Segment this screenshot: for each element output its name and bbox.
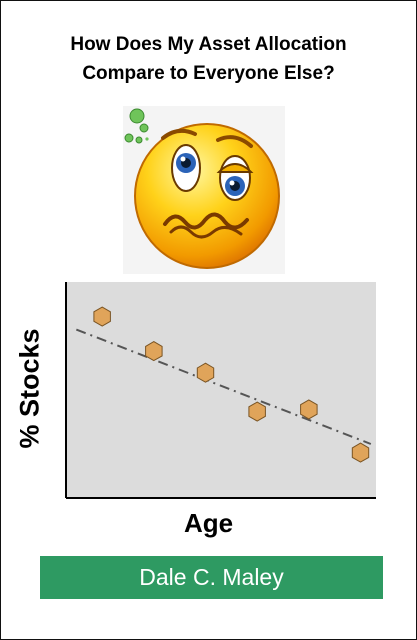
thought-bubble-large (129, 108, 145, 124)
author-banner: Dale C. Maley (40, 556, 383, 599)
data-point-3 (196, 362, 215, 383)
title-line-2: Compare to Everyone Else? (82, 63, 335, 84)
data-point-5 (300, 399, 318, 420)
worried-smiley-emoji-icon (123, 106, 285, 274)
data-point-1 (93, 306, 111, 327)
thought-bubble-mid (139, 123, 149, 133)
title-line-1: How Does My Asset Allocation (70, 34, 347, 55)
thought-bubble-tiny (145, 137, 149, 141)
trend-line (75, 328, 372, 445)
thought-bubble-mid2 (124, 133, 134, 143)
allocation-chart: % Stocks (0, 278, 417, 540)
data-point-4 (248, 401, 266, 422)
data-point-2 (145, 341, 163, 362)
x-axis-label: Age (183, 508, 234, 538)
emoji-face (134, 123, 280, 269)
cover-title: How Does My Asset Allocation Compare to … (0, 30, 417, 88)
author-name: Dale C. Maley (139, 564, 284, 590)
chart-plot (65, 282, 376, 499)
plot-area (66, 282, 376, 498)
thought-bubble-small (135, 136, 143, 144)
data-point-6 (351, 442, 370, 463)
